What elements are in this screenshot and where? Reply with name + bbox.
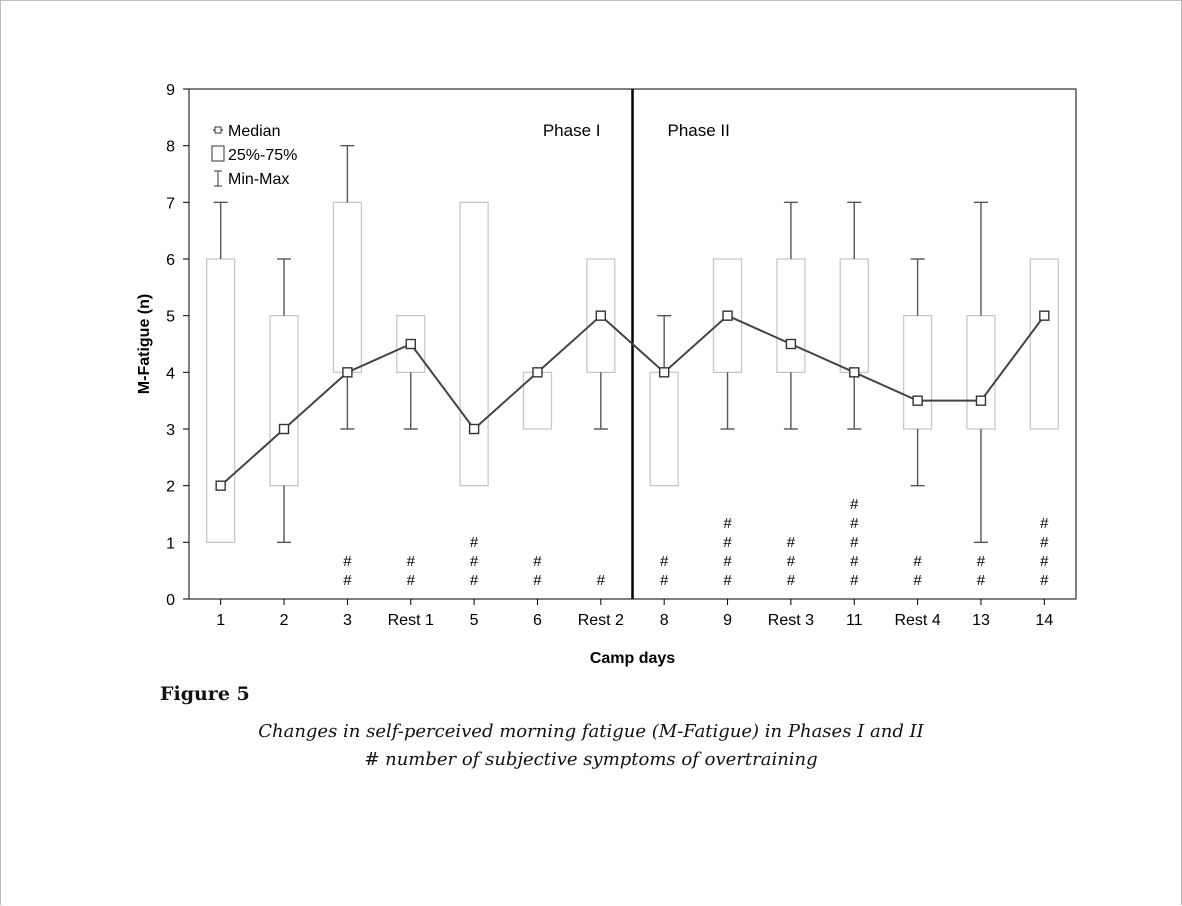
symptom-marker: # — [850, 496, 859, 513]
phase-label: Phase II — [668, 121, 730, 140]
median-point — [975, 395, 987, 406]
symptom-marker: # — [723, 553, 732, 570]
symptom-marker: # — [407, 572, 416, 589]
symptom-marker: # — [850, 572, 859, 589]
x-tick-label: 13 — [972, 612, 990, 629]
x-tick-label: Rest 4 — [894, 612, 940, 629]
x-tick-label: 14 — [1035, 612, 1053, 629]
median-line — [220, 314, 1046, 487]
median-point — [405, 338, 416, 350]
median-point — [532, 367, 543, 378]
box-iqr — [776, 258, 806, 373]
box-iqr — [839, 258, 869, 373]
box-iqr — [966, 315, 996, 430]
symptom-marker: # — [533, 553, 542, 570]
y-tick-label: 1 — [166, 535, 175, 552]
symptom-marker: # — [913, 572, 922, 589]
median-point — [912, 395, 923, 406]
symptom-marker: # — [723, 572, 732, 589]
median-point — [278, 423, 290, 435]
y-axis-label: M-Fatigue (n) — [136, 294, 153, 394]
y-tick-label: 8 — [166, 139, 175, 156]
y-tick-label: 4 — [166, 365, 175, 382]
box-iqr — [459, 201, 489, 487]
symptom-marker: # — [850, 553, 859, 570]
symptom-marker: # — [787, 572, 796, 589]
x-tick-label: 3 — [343, 612, 352, 629]
box-iqr — [269, 315, 299, 487]
x-tick-label: Rest 1 — [388, 612, 434, 629]
x-axis-label: Camp days — [590, 650, 675, 667]
legend-box-swatch — [211, 145, 225, 162]
symptom-marker: # — [977, 553, 986, 570]
y-tick-label: 6 — [166, 252, 175, 269]
x-tick-label: 9 — [723, 612, 732, 629]
symptom-marker: # — [850, 534, 859, 551]
y-tick-label: 9 — [166, 82, 175, 99]
symptom-marker: # — [723, 515, 732, 532]
x-tick-label: Rest 2 — [578, 612, 624, 629]
symptom-marker: # — [470, 572, 479, 589]
x-tick-label: 1 — [216, 612, 225, 629]
symptom-marker: # — [787, 534, 796, 551]
symptom-marker: # — [343, 553, 352, 570]
symptom-marker: # — [1040, 515, 1049, 532]
symptom-marker: # — [533, 572, 542, 589]
symptom-marker: # — [1040, 553, 1049, 570]
median-point — [658, 367, 670, 378]
legend-label: Min-Max — [228, 171, 289, 188]
y-tick-label: 7 — [166, 195, 175, 212]
y-tick-label: 2 — [166, 479, 175, 496]
figure-caption: Changes in self-perceived morning fatigu… — [258, 721, 924, 742]
symptom-marker: # — [470, 553, 479, 570]
x-tick-label: 5 — [470, 612, 479, 629]
symptom-marker: # — [977, 572, 986, 589]
figure-label: Figure 5 — [160, 683, 250, 705]
symptom-marker: # — [343, 572, 352, 589]
box-iqr — [902, 315, 933, 430]
phase-label: Phase I — [543, 121, 601, 140]
median-point — [849, 367, 860, 378]
median-point — [785, 338, 797, 350]
symptom-marker: # — [850, 515, 859, 532]
symptom-marker: # — [913, 553, 922, 570]
median-point — [468, 423, 480, 435]
symptom-marker: # — [723, 534, 732, 551]
legend-label: 25%-75% — [228, 147, 297, 164]
symptom-marker: # — [660, 553, 669, 570]
x-tick-label: 11 — [846, 612, 863, 629]
x-tick-label: 6 — [533, 612, 542, 629]
symptom-marker: # — [787, 553, 796, 570]
box-iqr — [649, 371, 679, 487]
y-tick-label: 5 — [166, 309, 175, 326]
legend-label: Median — [228, 123, 280, 140]
y-tick-label: 0 — [166, 592, 175, 609]
symptom-marker: # — [597, 572, 606, 589]
y-tick-label: 3 — [166, 422, 175, 439]
symptom-marker: # — [660, 572, 669, 589]
median-point — [595, 310, 607, 321]
box-iqr — [206, 258, 236, 543]
median-point — [215, 480, 226, 491]
x-tick-label: Rest 3 — [768, 612, 814, 629]
median-point — [342, 367, 353, 378]
median-point — [1039, 310, 1050, 321]
box-iqr — [1029, 258, 1059, 430]
legend-median-swatch — [214, 126, 222, 134]
figure-caption-note: # number of subjective symptoms of overt… — [364, 749, 818, 770]
median-point — [722, 310, 733, 321]
symptom-marker: # — [470, 534, 479, 551]
symptom-marker: # — [1040, 534, 1049, 551]
x-tick-label: 2 — [280, 612, 289, 629]
symptom-marker: # — [407, 553, 416, 570]
symptom-marker: # — [1040, 572, 1049, 589]
box-iqr — [332, 201, 363, 373]
x-tick-label: 8 — [660, 612, 669, 629]
